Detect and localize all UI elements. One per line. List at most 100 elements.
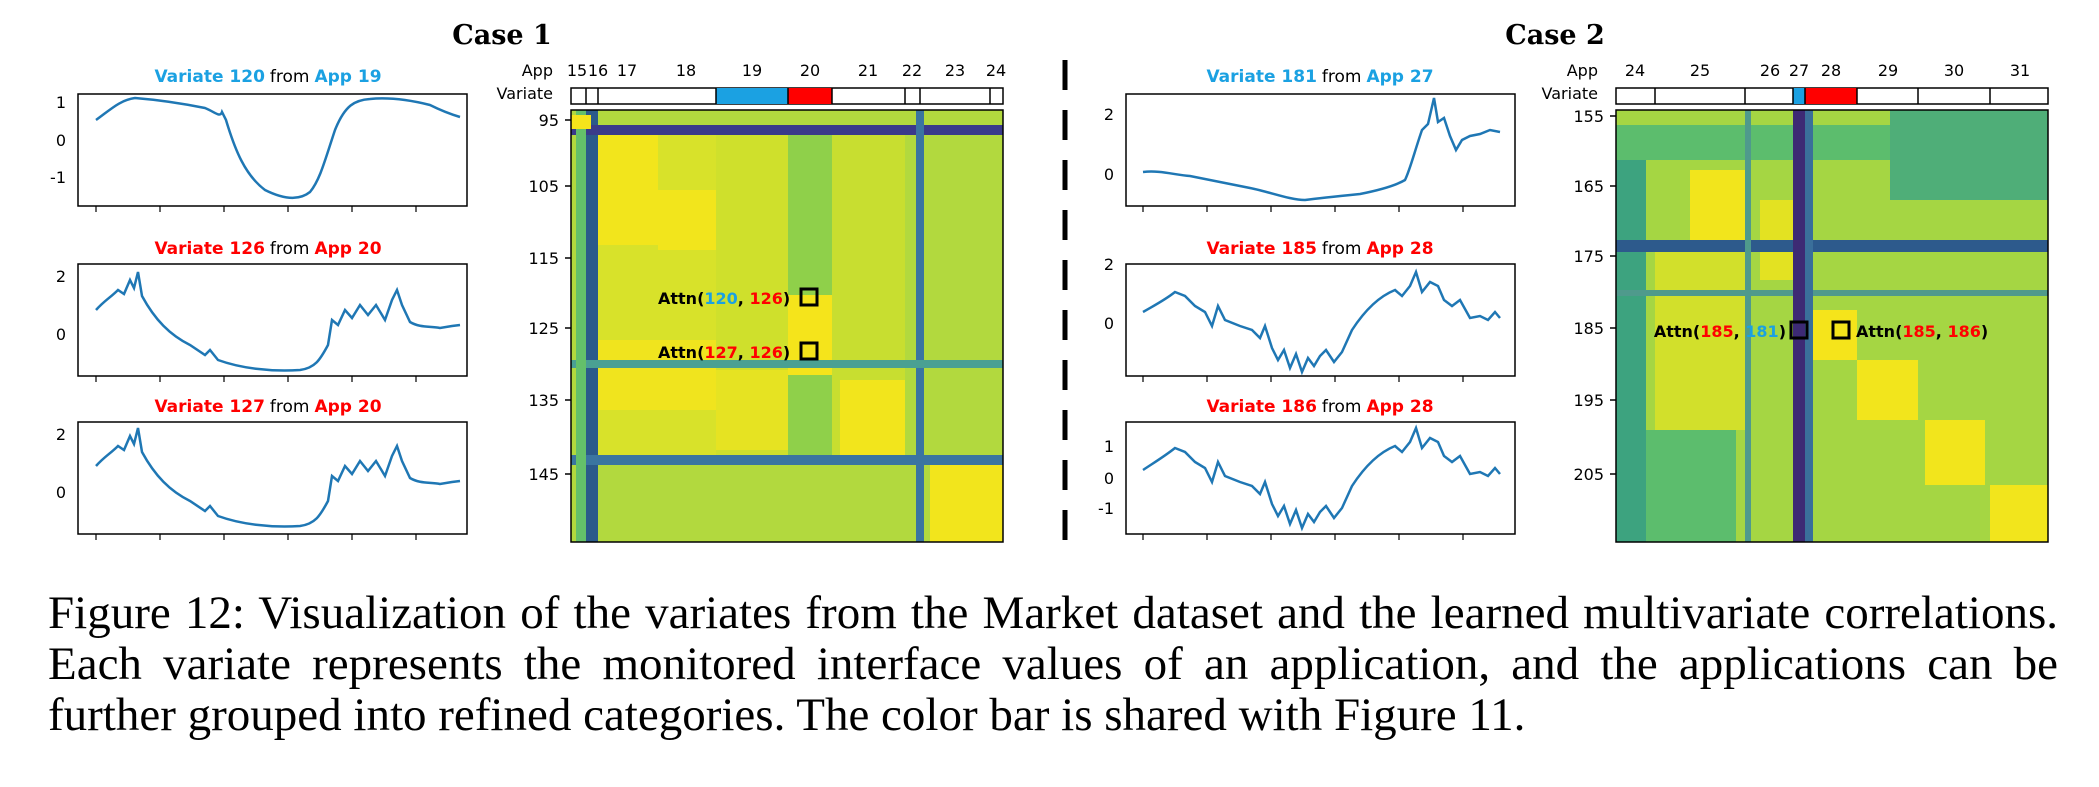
ytick: 165 — [1573, 177, 1604, 196]
heat-stripe — [571, 360, 1003, 368]
ytick: 115 — [528, 249, 559, 268]
case2-heatmap: App Variate 24 25 26 27 28 29 30 31 — [1542, 61, 2049, 543]
variate-name: Variate 186 — [1206, 397, 1316, 417]
variate-name: Variate 185 — [1206, 239, 1316, 259]
ytick: 1 — [56, 93, 66, 112]
figure-canvas: Case 1 Case 2 Variate 120 from App 19 1 0 … — [50, 20, 2049, 545]
app-28-segment — [1805, 88, 1857, 104]
series-line — [95, 427, 461, 528]
app-tick: 26 — [1760, 61, 1780, 80]
ytick: 135 — [528, 391, 559, 410]
ytick: -1 — [50, 168, 66, 187]
case2-variate-186-plot: Variate 186 from App 28 1 0 -1 — [1098, 397, 1516, 535]
attn-annotation: Attn(120, 126) — [658, 289, 790, 308]
app-tick: 21 — [858, 61, 878, 80]
heat-block — [920, 135, 1003, 455]
case2-title: Case 2 — [1505, 20, 1605, 51]
plot-title: Variate 120 from App 19 — [154, 67, 381, 87]
variate-row-label: Variate — [497, 84, 553, 103]
heat-block — [840, 380, 905, 460]
case1-variate-127-plot: Variate 127 from App 20 2 0 — [56, 397, 468, 535]
highlight-box — [1831, 320, 1851, 340]
variate-name: Variate 126 — [154, 239, 264, 259]
ytick: 2 — [1104, 105, 1114, 124]
ytick: -1 — [1098, 499, 1114, 518]
heat-stripe — [1616, 290, 2048, 296]
case1-heatmap: App Variate 15 16 17 18 19 20 21 22 23 2… — [497, 61, 1006, 543]
heat-stripe — [576, 110, 586, 542]
ytick: 95 — [539, 111, 559, 130]
variate-row-label: Variate — [1542, 84, 1598, 103]
app-19-segment — [716, 88, 788, 104]
plot-frame — [77, 93, 468, 207]
from-word: from — [270, 67, 310, 87]
app-tick: 18 — [676, 61, 696, 80]
ytick: 155 — [1573, 107, 1604, 126]
heat-stripe — [916, 110, 924, 542]
plot-title: Variate 127 from App 20 — [154, 397, 381, 417]
heat-stripe — [1745, 110, 1751, 542]
heat-block — [571, 115, 591, 129]
heat-block — [598, 135, 658, 245]
heat-block — [1690, 170, 1750, 240]
app-tick: 31 — [2010, 61, 2030, 80]
app-name: App 20 — [314, 239, 381, 259]
variate-name: Variate 127 — [154, 397, 264, 417]
heat-block — [1890, 110, 2048, 200]
ytick: 0 — [1104, 469, 1114, 488]
series-line — [1142, 97, 1501, 202]
plot-title: Variate 185 from App 28 — [1206, 239, 1433, 259]
attn-annotation: Attn(185, 186) — [1856, 322, 1988, 341]
app-name: App 19 — [314, 67, 381, 87]
app-tick: 24 — [1625, 61, 1645, 80]
highlight-box — [1789, 320, 1809, 340]
app-tick: 30 — [1944, 61, 1964, 80]
ytick: 2 — [56, 425, 66, 444]
attn-annotation: Attn(185, 181) — [1654, 322, 1786, 341]
from-word: from — [1322, 67, 1362, 87]
plot-frame — [77, 421, 468, 535]
heat-stripe — [571, 125, 1003, 135]
app-row-label: App — [522, 61, 553, 80]
heatmap-frame — [1615, 109, 2049, 543]
ytick: 125 — [528, 319, 559, 338]
figure-caption: Figure 12: Visualization of the variates… — [48, 587, 2058, 741]
ytick: 0 — [1104, 165, 1114, 184]
app-tick: 17 — [617, 61, 637, 80]
from-word: from — [270, 239, 310, 259]
app-name: App 28 — [1366, 239, 1433, 259]
from-word: from — [1322, 397, 1362, 417]
series-line — [1142, 424, 1501, 532]
ytick: 1 — [1104, 437, 1114, 456]
plot-frame — [1125, 421, 1516, 535]
heat-stripe — [1616, 240, 2048, 252]
heat-block — [598, 340, 716, 410]
xtick-marks — [95, 206, 1464, 540]
heat-block — [716, 370, 788, 450]
heat-block — [930, 465, 1003, 542]
case2-variate-185-plot: Variate 185 from App 28 2 0 — [1104, 239, 1516, 377]
heat-stripe — [1793, 110, 1805, 542]
series-line — [1142, 268, 1501, 376]
app-tick: 24 — [986, 61, 1006, 80]
heat-block — [658, 190, 716, 250]
highlight-box — [799, 341, 819, 361]
heat-block — [1925, 420, 1985, 485]
ytick: 175 — [1573, 247, 1604, 266]
variate-name: Variate 120 — [154, 67, 265, 87]
heat-stripe — [571, 455, 1003, 465]
app-tick: 28 — [1821, 61, 1841, 80]
app-tick: 23 — [945, 61, 965, 80]
heatmap-frame — [570, 109, 1004, 543]
highlight-box — [799, 287, 819, 307]
from-word: from — [1322, 239, 1362, 259]
ytick: 185 — [1573, 319, 1604, 338]
app-tick: 27 — [1789, 61, 1809, 80]
app-row-label: App — [1567, 61, 1598, 80]
heat-block — [1990, 485, 2048, 542]
plot-title: Variate 126 from App 20 — [154, 239, 381, 259]
case1-variate-120-plot: Variate 120 from App 19 1 0 -1 — [50, 67, 468, 207]
app-tick: 19 — [742, 61, 762, 80]
plot-frame — [77, 263, 468, 377]
ytick: 2 — [1104, 255, 1114, 274]
